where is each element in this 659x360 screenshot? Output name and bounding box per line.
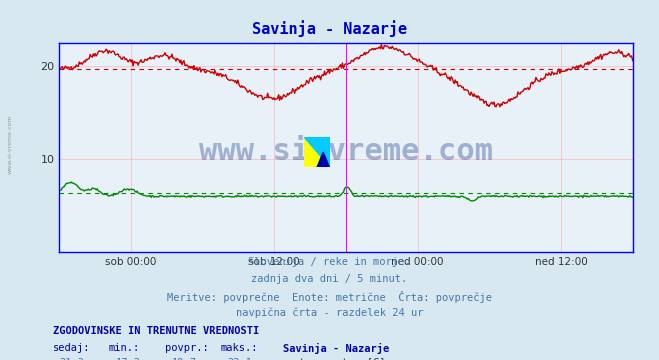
Text: min.:: min.: xyxy=(109,343,140,353)
Polygon shape xyxy=(304,137,330,167)
Text: Slovenija / reke in morje.: Slovenija / reke in morje. xyxy=(248,257,411,267)
Text: 19,7: 19,7 xyxy=(171,358,196,360)
Text: ZGODOVINSKE IN TRENUTNE VREDNOSTI: ZGODOVINSKE IN TRENUTNE VREDNOSTI xyxy=(53,326,259,336)
Text: sedaj:: sedaj: xyxy=(53,343,90,353)
Text: www.si-vreme.com: www.si-vreme.com xyxy=(8,114,13,174)
Text: navpična črta - razdelek 24 ur: navpična črta - razdelek 24 ur xyxy=(236,307,423,318)
Polygon shape xyxy=(317,152,330,167)
Text: www.si-vreme.com: www.si-vreme.com xyxy=(199,137,493,166)
Polygon shape xyxy=(304,137,330,167)
Text: Savinja - Nazarje: Savinja - Nazarje xyxy=(283,343,389,354)
Text: Meritve: povprečne  Enote: metrične  Črta: povprečje: Meritve: povprečne Enote: metrične Črta:… xyxy=(167,291,492,302)
Text: 22,1: 22,1 xyxy=(227,358,252,360)
Text: Savinja - Nazarje: Savinja - Nazarje xyxy=(252,20,407,37)
Text: 21,3: 21,3 xyxy=(59,358,84,360)
Text: maks.:: maks.: xyxy=(221,343,258,353)
Text: ■: ■ xyxy=(287,358,299,360)
Text: temperatura[C]: temperatura[C] xyxy=(299,358,386,360)
Text: povpr.:: povpr.: xyxy=(165,343,208,353)
Text: zadnja dva dni / 5 minut.: zadnja dva dni / 5 minut. xyxy=(251,274,408,284)
Text: 17,3: 17,3 xyxy=(115,358,140,360)
